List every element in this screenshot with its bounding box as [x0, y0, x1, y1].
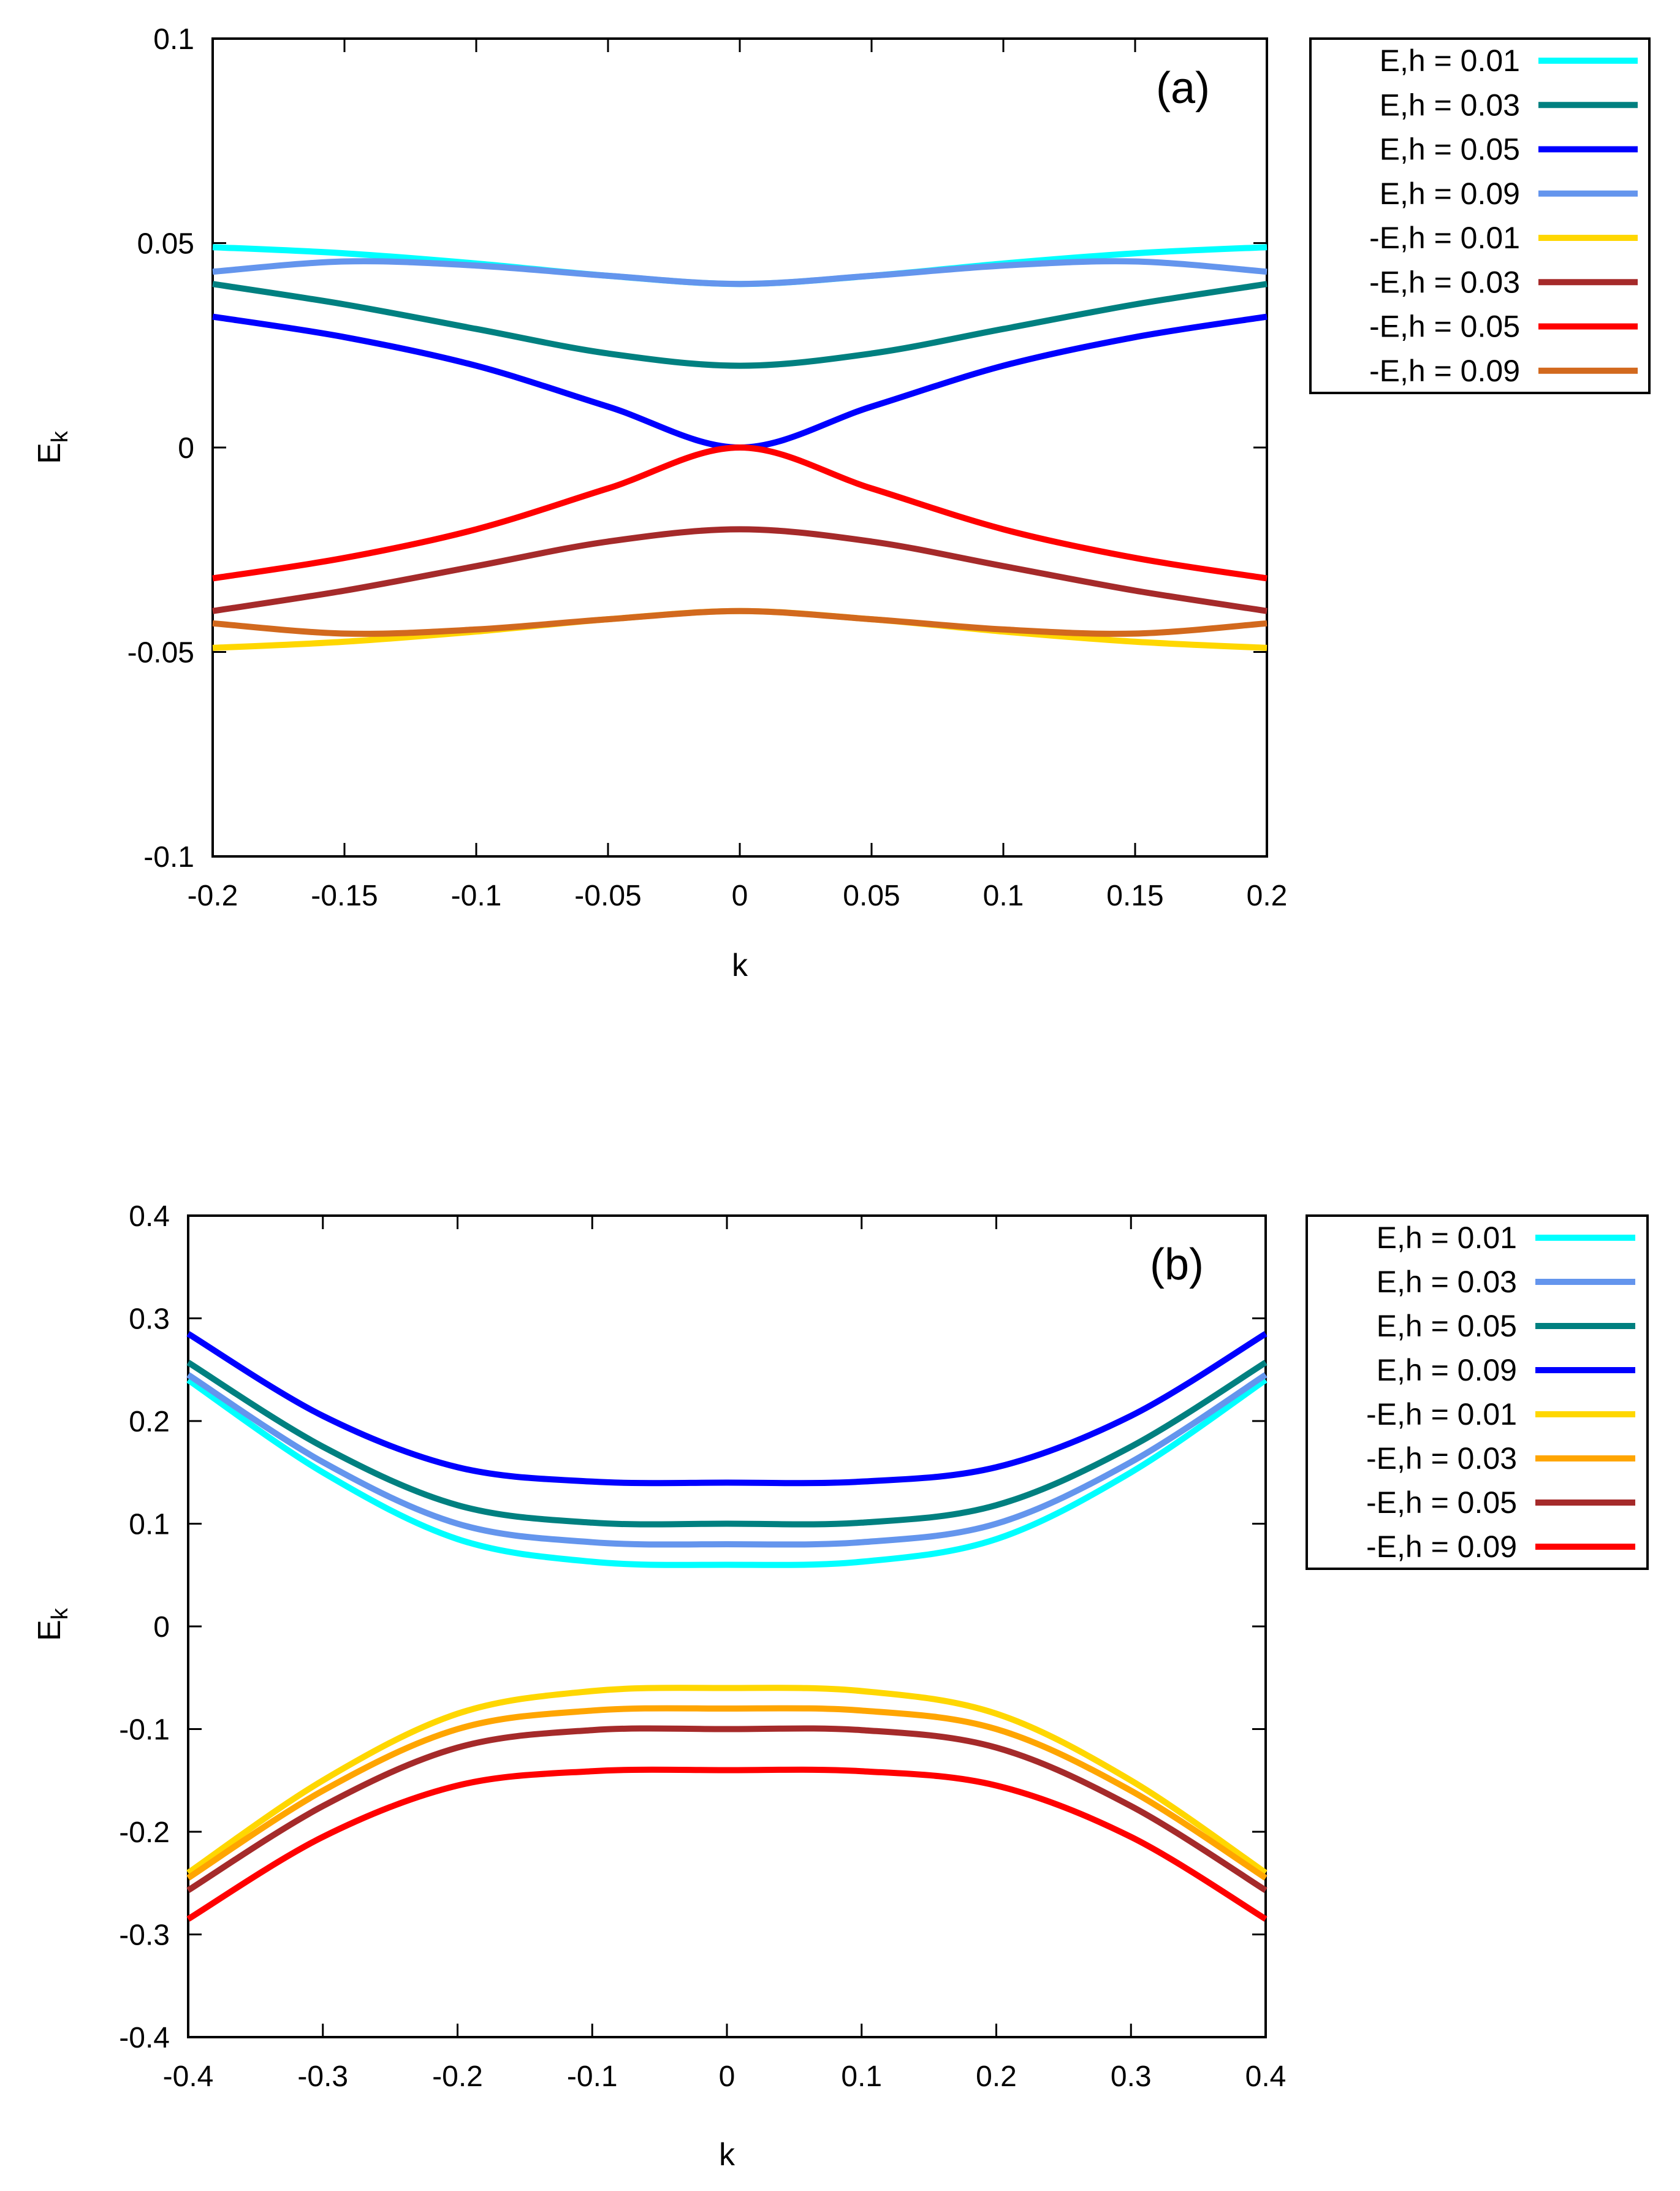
y-axis-label-main: E: [32, 1620, 67, 1641]
legend-entry-label: E,h = 0.09: [1380, 177, 1520, 211]
series-lines: [212, 244, 1268, 651]
series-line: [212, 281, 1268, 369]
legend-entry-label: E,h = 0.05: [1380, 132, 1520, 167]
x-tick-label: 0: [719, 2060, 735, 2093]
x-tick-label: 0.1: [983, 880, 1024, 912]
series-line: [212, 608, 1268, 651]
tick-marks: [211, 37, 1268, 858]
y-axis-label-subscript: k: [47, 1607, 73, 1620]
x-tick-label: 0.2: [976, 2060, 1017, 2093]
legend-entry-label: -E,h = 0.03: [1366, 1441, 1517, 1476]
series-line: [186, 1725, 1268, 1893]
y-tick-label: 0.3: [129, 1303, 170, 1336]
legend-entry-label: -E,h = 0.09: [1366, 1530, 1517, 1564]
x-tick-label: -0.15: [311, 880, 378, 912]
series-lines: [186, 1331, 1268, 1922]
tick-marks: [187, 1214, 1267, 2038]
series-line: [212, 313, 1268, 451]
legend-entry-label: E,h = 0.05: [1377, 1309, 1517, 1343]
series-line: [212, 608, 1268, 637]
x-tick-label: 0.15: [1106, 880, 1163, 912]
plot-area-frame: [187, 1214, 1267, 2038]
y-tick-label: -0.1: [119, 1714, 170, 1747]
y-tick-label: -0.05: [127, 637, 194, 669]
x-tick-label: -0.1: [451, 880, 502, 912]
y-tick-label: -0.4: [119, 2022, 170, 2054]
series-line: [212, 244, 1268, 288]
x-tick-label: 0.1: [841, 2060, 882, 2093]
y-tick-label: 0.05: [137, 228, 194, 261]
y-tick-label: 0.2: [129, 1406, 170, 1438]
y-axis-label-main: E: [32, 443, 67, 464]
x-tick-labels: -0.4 -0.3 -0.2 -0.1 0 0.1 0.2 0.3 0.4: [163, 2060, 1287, 2093]
series-line: [186, 1705, 1268, 1881]
y-axis-label-subscript: k: [47, 430, 73, 443]
y-tick-labels: 0.1 0.05 0 -0.05 -0.1: [127, 23, 194, 874]
series-line: [212, 258, 1268, 288]
x-tick-label: -0.05: [574, 880, 641, 912]
y-axis-label: Ek: [32, 1607, 73, 1641]
x-tick-label: -0.4: [163, 2060, 214, 2093]
legend-box: [1306, 1214, 1649, 1570]
y-tick-labels: 0.4 0.3 0.2 0.1 0 -0.1 -0.2 -0.3 -0.4: [119, 1200, 170, 2054]
y-tick-label: -0.2: [119, 1816, 170, 1849]
series-line: [186, 1377, 1268, 1568]
x-tick-label: -0.1: [567, 2060, 618, 2093]
x-axis-label: k: [732, 948, 748, 983]
legend-entry-label: -E,h = 0.03: [1369, 265, 1520, 299]
y-axis-label: Ek: [32, 430, 73, 464]
series-line: [186, 1331, 1268, 1487]
panel-b: -0.4 -0.3 -0.2 -0.1 0 0.1 0.2 0.3 0.4 0.…: [32, 1200, 1649, 2173]
x-tick-label: -0.2: [188, 880, 238, 912]
legend-entry-label: E,h = 0.09: [1377, 1353, 1517, 1387]
legend-entry-label: -E,h = 0.01: [1366, 1397, 1517, 1431]
legend-entry-label: E,h = 0.03: [1377, 1265, 1517, 1299]
series-line: [186, 1685, 1268, 1876]
x-axis-label: k: [719, 2137, 735, 2173]
legend-entry-label: -E,h = 0.01: [1369, 221, 1520, 255]
legend-entry-label: -E,h = 0.09: [1369, 354, 1520, 388]
legend-entry-label: -E,h = 0.05: [1369, 310, 1520, 344]
x-tick-label: 0.4: [1245, 2060, 1287, 2093]
legend-entry-label: E,h = 0.01: [1380, 44, 1520, 78]
series-line: [212, 526, 1268, 614]
panel-label: (b): [1150, 1240, 1204, 1289]
series-line: [186, 1766, 1268, 1922]
y-tick-label: 0.1: [153, 23, 194, 56]
x-tick-label: -0.3: [297, 2060, 348, 2093]
series-line: [212, 444, 1268, 582]
x-tick-label: 0.2: [1247, 880, 1288, 912]
x-tick-label: 0.3: [1111, 2060, 1152, 2093]
panel-a: -0.2 -0.15 -0.1 -0.05 0 0.05 0.1 0.15 0.…: [32, 23, 1651, 983]
y-tick-label: 0: [153, 1611, 170, 1644]
legend: E,h = 0.01 E,h = 0.03 E,h = 0.05 E,h = 0…: [1366, 1221, 1635, 1564]
y-tick-label: -0.3: [119, 1919, 170, 1952]
x-tick-label: 0.05: [843, 880, 900, 912]
x-tick-label: -0.2: [432, 2060, 483, 2093]
y-tick-label: 0.1: [129, 1509, 170, 1541]
legend-entry-label: E,h = 0.01: [1377, 1221, 1517, 1255]
y-tick-label: -0.1: [143, 841, 194, 874]
legend-entry-label: E,h = 0.03: [1380, 88, 1520, 122]
series-line: [186, 1360, 1268, 1528]
legend-box: [1309, 37, 1651, 394]
series-line: [186, 1372, 1268, 1548]
x-tick-label: 0: [732, 880, 748, 912]
legend-entry-label: -E,h = 0.05: [1366, 1485, 1517, 1520]
legend: E,h = 0.01 E,h = 0.03 E,h = 0.05 E,h = 0…: [1369, 44, 1638, 388]
y-tick-label: 0: [178, 432, 194, 465]
x-tick-labels: -0.2 -0.15 -0.1 -0.05 0 0.05 0.1 0.15 0.…: [188, 880, 1288, 912]
y-tick-label: 0.4: [129, 1200, 170, 1233]
panel-label: (a): [1156, 64, 1210, 113]
